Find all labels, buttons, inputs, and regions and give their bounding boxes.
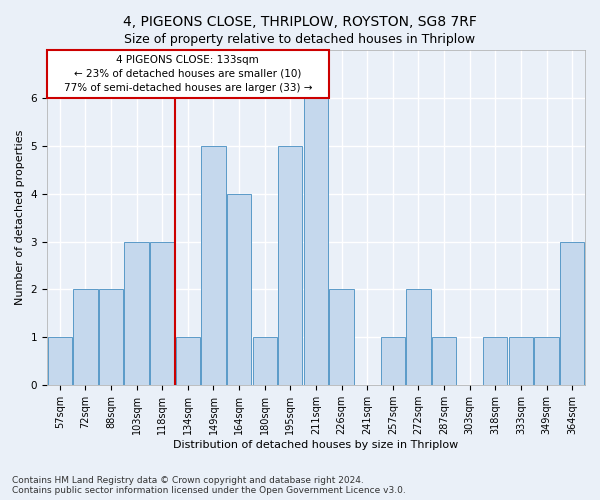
Bar <box>253 338 277 385</box>
Bar <box>483 338 508 385</box>
Bar <box>124 242 149 385</box>
Y-axis label: Number of detached properties: Number of detached properties <box>15 130 25 306</box>
Bar <box>406 290 431 385</box>
Bar <box>201 146 226 385</box>
Bar <box>176 338 200 385</box>
X-axis label: Distribution of detached houses by size in Thriplow: Distribution of detached houses by size … <box>173 440 458 450</box>
FancyBboxPatch shape <box>47 50 329 98</box>
Bar <box>278 146 302 385</box>
Text: 77% of semi-detached houses are larger (33) →: 77% of semi-detached houses are larger (… <box>64 84 312 94</box>
Bar <box>73 290 98 385</box>
Bar <box>47 338 72 385</box>
Text: ← 23% of detached houses are smaller (10): ← 23% of detached houses are smaller (10… <box>74 69 302 79</box>
Text: Size of property relative to detached houses in Thriplow: Size of property relative to detached ho… <box>124 32 476 46</box>
Bar <box>329 290 354 385</box>
Bar <box>150 242 175 385</box>
Bar <box>432 338 456 385</box>
Bar <box>509 338 533 385</box>
Bar <box>535 338 559 385</box>
Text: 4 PIGEONS CLOSE: 133sqm: 4 PIGEONS CLOSE: 133sqm <box>116 54 259 64</box>
Bar <box>304 98 328 385</box>
Bar <box>99 290 123 385</box>
Bar <box>227 194 251 385</box>
Text: 4, PIGEONS CLOSE, THRIPLOW, ROYSTON, SG8 7RF: 4, PIGEONS CLOSE, THRIPLOW, ROYSTON, SG8… <box>123 15 477 29</box>
Bar <box>380 338 405 385</box>
Bar <box>560 242 584 385</box>
Text: Contains HM Land Registry data © Crown copyright and database right 2024.
Contai: Contains HM Land Registry data © Crown c… <box>12 476 406 495</box>
